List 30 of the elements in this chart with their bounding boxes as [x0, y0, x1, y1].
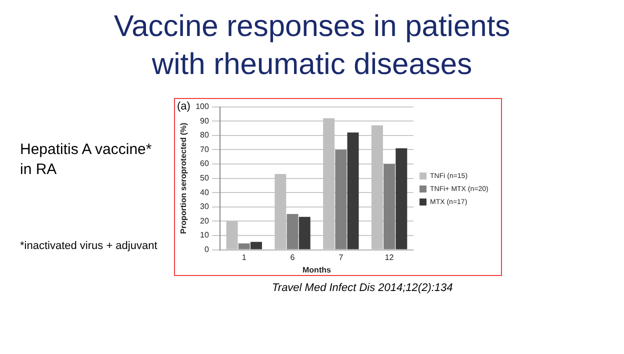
x-tick-label: 12 — [384, 252, 394, 262]
text: Hepatitis A vaccine* in RA — [20, 140, 153, 180]
y-axis-title: Proportion seroprotected (%) — [179, 122, 188, 234]
x-tick-label: 6 — [290, 252, 296, 262]
x-axis-title: Months — [302, 265, 332, 274]
y-tick-label: 100 — [196, 102, 210, 112]
chart-title: Vaccine responses in patients with rheumatic diseases — [112, 9, 512, 83]
y-tick-label: 50 — [200, 174, 210, 183]
text: Travel Med Infect Dis 2014;12(2):134 — [272, 282, 453, 294]
text: *inactivated virus + adjuvant — [20, 240, 158, 252]
y-tick-label: 80 — [200, 130, 210, 140]
y-tick-label: 0 — [204, 245, 210, 254]
y-tick-label: 70 — [200, 144, 210, 154]
y-tick-label: 20 — [200, 216, 210, 226]
text: (a) — [177, 100, 190, 113]
bar — [250, 242, 262, 250]
y-tick-label: 90 — [200, 116, 210, 126]
bar — [347, 132, 359, 250]
y-tick-label: 60 — [200, 159, 210, 168]
bar — [238, 243, 250, 250]
bar — [396, 148, 408, 250]
x-tick-label: 1 — [242, 252, 247, 262]
y-tick-label: 10 — [200, 230, 210, 240]
x-tick-label: 7 — [338, 252, 344, 262]
bar — [384, 164, 396, 250]
y-tick-label: 40 — [200, 188, 210, 197]
bar — [298, 216, 310, 250]
y-tick-label: 30 — [200, 202, 210, 212]
bar — [286, 214, 298, 250]
bar — [335, 150, 347, 250]
